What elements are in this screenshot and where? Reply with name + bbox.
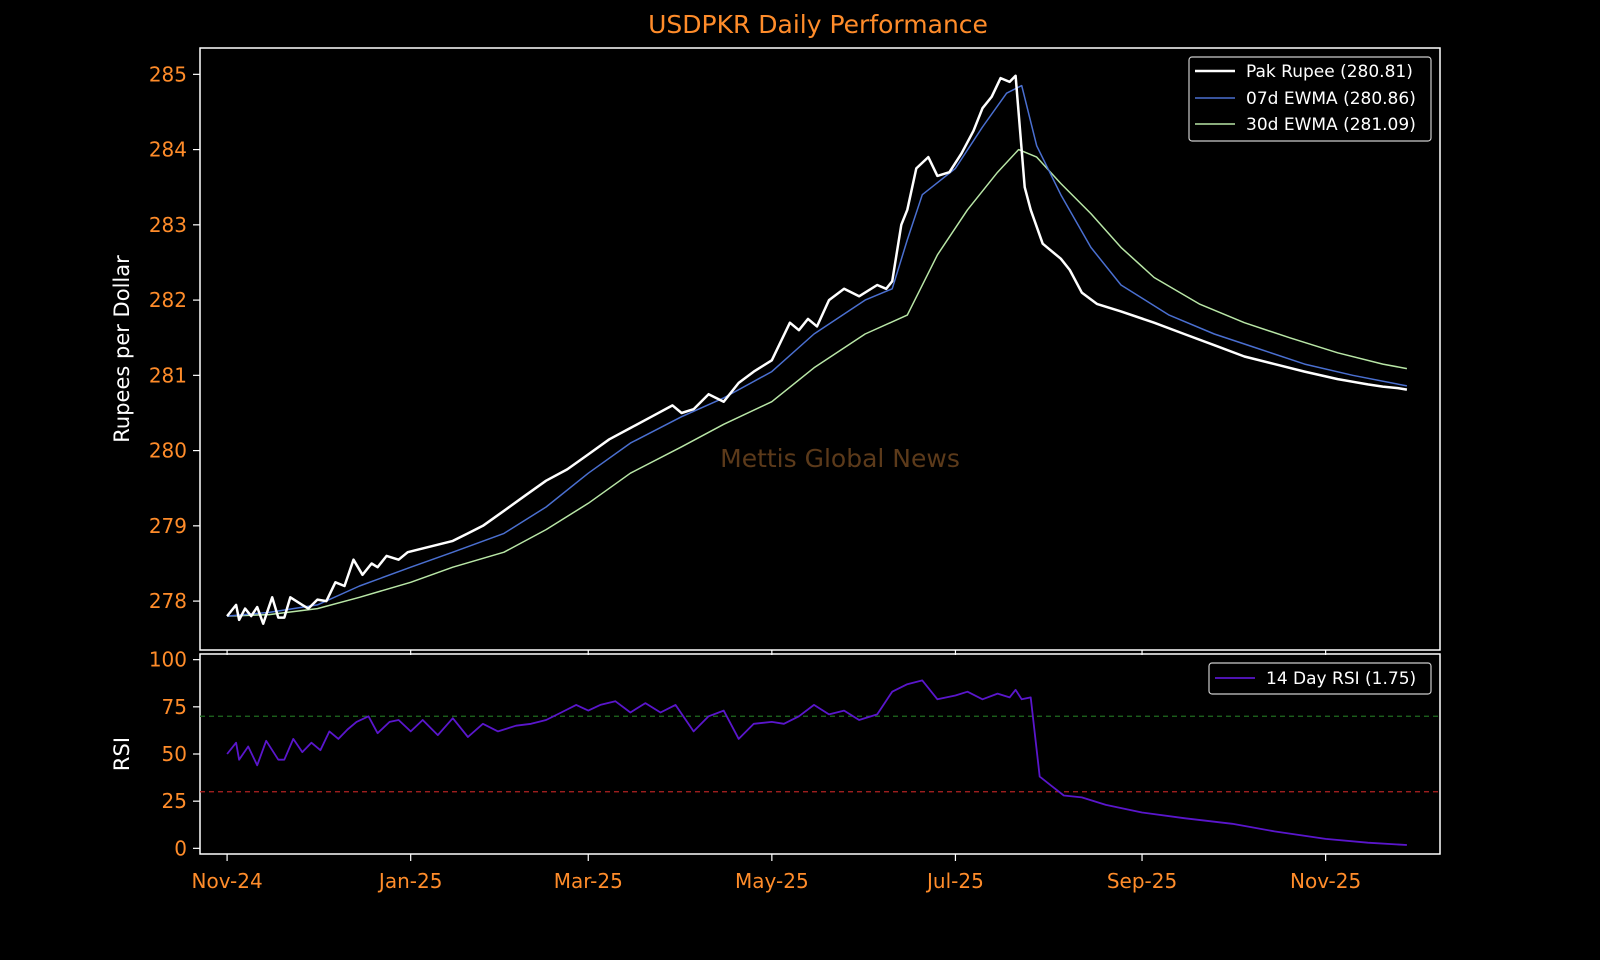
price-legend: Pak Rupee (280.81) 07d EWMA (280.86) 30d… (1188, 56, 1432, 142)
x-tick-label: Jul-25 (925, 869, 984, 893)
x-tick-label: Nov-24 (192, 869, 263, 893)
legend-label-30d-ewma: 30d EWMA (281.09) (1246, 115, 1416, 135)
watermark: Mettis Global News (720, 444, 960, 473)
series-line-pak-rupee (226, 74, 1408, 625)
x-tick-label: May-25 (735, 869, 809, 893)
price-panel-frame (199, 47, 1441, 651)
price-y-tick-label: 278 (149, 589, 187, 613)
price-y-tick-label: 280 (149, 439, 187, 463)
x-tick-label: Sep-25 (1107, 869, 1177, 893)
rsi-y-tick-label: 25 (162, 789, 187, 813)
legend-label-pak-rupee: Pak Rupee (280.81) (1246, 62, 1413, 82)
price-y-axis: 278 279 280 281 282 283 284 285 (149, 62, 200, 613)
rsi-legend-box (1208, 662, 1432, 695)
rsi-y-tick-label: 100 (149, 648, 187, 672)
price-y-tick-label: 282 (149, 288, 187, 312)
price-series-group (226, 74, 1408, 625)
legend-label-rsi: 14 Day RSI (1.75) (1266, 669, 1416, 689)
legend-label-07d-ewma: 07d EWMA (280.86) (1246, 89, 1416, 109)
rsi-legend: 14 Day RSI (1.75) (1208, 662, 1432, 695)
series-line-rsi (226, 679, 1407, 846)
price-y-tick-label: 283 (149, 213, 187, 237)
rsi-series-group (226, 679, 1407, 846)
rsi-reference-lines (200, 715, 1440, 793)
series-line-30d-ewma (227, 148, 1408, 617)
rsi-y-tick-label: 75 (162, 695, 187, 719)
rsi-panel: 0 25 50 75 100 RSI 14 Day RSI (1.75) (110, 648, 1441, 860)
price-y-tick-label: 279 (149, 514, 187, 538)
price-panel: 278 279 280 281 282 283 284 285 Rupees per Doll… (110, 47, 1441, 651)
rsi-y-axis-label: RSI (110, 737, 134, 771)
rsi-y-axis: 0 25 50 75 100 (149, 648, 200, 860)
x-axis: Nov-24 Jan-25 Mar-25 May-25 Jul-25 Sep-25 Nov-… (192, 650, 1361, 893)
rsi-y-tick-label: 0 (174, 836, 187, 860)
x-tick-label: Nov-25 (1290, 869, 1361, 893)
price-y-axis-label: Rupees per Dollar (110, 255, 134, 443)
price-y-tick-label: 281 (149, 363, 187, 387)
price-y-tick-label: 284 (149, 138, 187, 162)
rsi-y-tick-label: 50 (162, 742, 187, 766)
series-line-07d-ewma (227, 84, 1408, 617)
price-y-tick-label: 285 (149, 62, 187, 86)
chart-title: USDPKR Daily Performance (648, 10, 988, 39)
x-tick-label: Jan-25 (377, 869, 443, 893)
price-legend-box (1188, 56, 1432, 142)
x-tick-label: Mar-25 (554, 869, 623, 893)
